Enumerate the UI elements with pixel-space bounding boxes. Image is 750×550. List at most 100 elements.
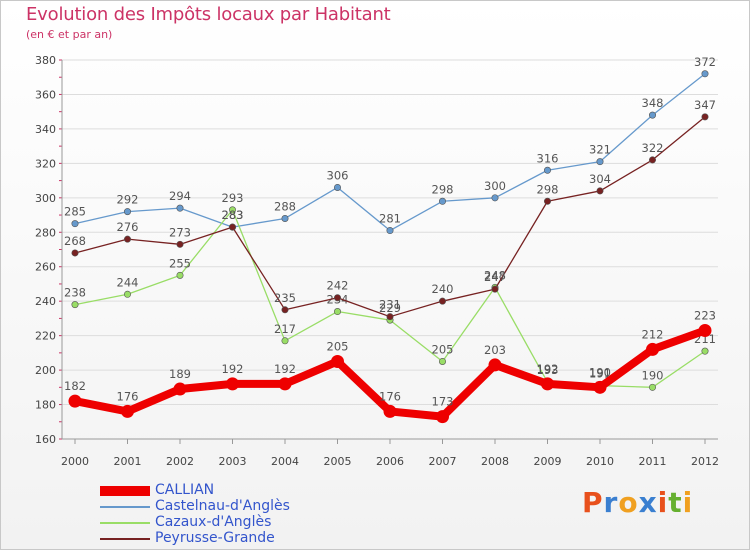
data-point-0 bbox=[593, 380, 607, 394]
data-label: 223 bbox=[694, 308, 716, 322]
data-point-0 bbox=[278, 377, 292, 391]
x-tick-label: 2003 bbox=[219, 455, 247, 468]
data-label: 193 bbox=[537, 363, 559, 377]
data-point-1 bbox=[648, 111, 656, 119]
data-point-0 bbox=[331, 354, 344, 368]
x-tick-label: 2007 bbox=[429, 455, 457, 468]
x-tick-label: 2012 bbox=[691, 455, 719, 468]
data-label: 255 bbox=[169, 256, 191, 270]
data-label: 176 bbox=[117, 389, 139, 403]
data-label: 229 bbox=[379, 301, 401, 315]
data-point-2 bbox=[124, 290, 132, 298]
data-point-3 bbox=[229, 223, 237, 231]
data-label: 348 bbox=[642, 96, 664, 110]
logo-letter: t bbox=[668, 486, 683, 519]
legend-swatch bbox=[100, 506, 150, 508]
y-tick-label: 360 bbox=[35, 88, 56, 101]
data-point-0 bbox=[121, 404, 134, 418]
data-point-3 bbox=[491, 285, 499, 293]
x-tick-label: 2010 bbox=[586, 455, 614, 468]
logo-letter: o bbox=[618, 486, 639, 519]
data-point-2 bbox=[229, 206, 237, 214]
y-tick-label: 320 bbox=[35, 157, 56, 170]
data-label: 217 bbox=[274, 322, 296, 336]
data-label: 231 bbox=[379, 298, 401, 312]
data-label: 192 bbox=[222, 362, 244, 376]
data-point-2 bbox=[333, 308, 341, 316]
data-point-2 bbox=[281, 337, 289, 345]
data-label: 203 bbox=[484, 343, 506, 357]
data-label: 273 bbox=[169, 225, 191, 239]
data-point-0 bbox=[226, 377, 239, 391]
data-label: 372 bbox=[694, 55, 716, 69]
data-label: 298 bbox=[537, 182, 559, 196]
data-point-0 bbox=[646, 342, 659, 356]
data-point-0 bbox=[173, 382, 187, 396]
data-point-3 bbox=[333, 294, 341, 302]
data-label: 182 bbox=[64, 379, 86, 393]
data-label: 247 bbox=[484, 270, 506, 284]
data-point-2 bbox=[438, 357, 446, 365]
data-label: 205 bbox=[432, 342, 454, 356]
legend-item: CALLIAN bbox=[100, 482, 360, 499]
data-label: 281 bbox=[379, 212, 401, 226]
y-tick-label: 260 bbox=[35, 261, 56, 274]
chart-subtitle: (en € et par an) bbox=[26, 28, 113, 41]
data-label: 283 bbox=[222, 208, 244, 222]
data-point-3 bbox=[124, 235, 132, 243]
data-label: 347 bbox=[694, 98, 716, 112]
y-tick-label: 200 bbox=[35, 364, 56, 377]
data-point-0 bbox=[436, 410, 449, 424]
y-tick-label: 280 bbox=[35, 226, 56, 239]
data-point-3 bbox=[386, 313, 394, 321]
data-point-1 bbox=[176, 204, 184, 212]
data-label: 285 bbox=[64, 205, 86, 219]
data-point-1 bbox=[281, 214, 289, 222]
data-label: 293 bbox=[222, 191, 244, 205]
proxiti-logo: Proxiti bbox=[582, 486, 693, 519]
data-point-0 bbox=[383, 404, 397, 418]
data-point-3 bbox=[71, 249, 79, 257]
x-tick-label: 2008 bbox=[481, 455, 509, 468]
data-point-0 bbox=[698, 323, 712, 337]
y-tick-label: 340 bbox=[35, 123, 56, 136]
logo-letter: r bbox=[603, 486, 619, 519]
data-label: 298 bbox=[432, 182, 454, 196]
x-tick-label: 2009 bbox=[534, 455, 562, 468]
data-label: 288 bbox=[274, 199, 296, 213]
data-label: 268 bbox=[64, 234, 86, 248]
chart-title: Evolution des Impôts locaux par Habitant bbox=[26, 4, 391, 25]
data-point-1 bbox=[543, 166, 551, 174]
data-label: 244 bbox=[117, 275, 139, 289]
y-tick-label: 240 bbox=[35, 295, 56, 308]
data-label: 189 bbox=[169, 367, 191, 381]
data-point-0 bbox=[541, 377, 554, 391]
legend-swatch bbox=[100, 522, 150, 524]
logo-letter: x bbox=[638, 486, 658, 519]
data-point-1 bbox=[124, 208, 132, 216]
data-label: 276 bbox=[117, 220, 139, 234]
logo-letter: i bbox=[682, 486, 694, 519]
data-point-1 bbox=[386, 227, 394, 235]
y-tick-label: 220 bbox=[35, 330, 56, 343]
data-point-2 bbox=[71, 301, 79, 309]
data-label: 321 bbox=[589, 143, 611, 157]
legend-item: Cazaux-d'Anglès bbox=[100, 514, 360, 531]
legend-label: Cazaux-d'Anglès bbox=[155, 514, 272, 530]
data-point-3 bbox=[701, 113, 709, 121]
data-label: 240 bbox=[432, 282, 454, 296]
data-label: 190 bbox=[589, 365, 611, 379]
data-label: 294 bbox=[169, 189, 191, 203]
y-tick-label: 180 bbox=[35, 399, 56, 412]
data-point-2 bbox=[701, 347, 709, 355]
data-label: 192 bbox=[274, 362, 296, 376]
y-tick-label: 160 bbox=[35, 433, 56, 446]
data-label: 242 bbox=[327, 279, 349, 293]
data-point-3 bbox=[281, 306, 289, 314]
data-label: 176 bbox=[379, 389, 401, 403]
data-point-2 bbox=[648, 383, 656, 391]
data-label: 190 bbox=[642, 368, 664, 382]
data-point-0 bbox=[488, 358, 502, 372]
data-point-1 bbox=[71, 220, 79, 228]
